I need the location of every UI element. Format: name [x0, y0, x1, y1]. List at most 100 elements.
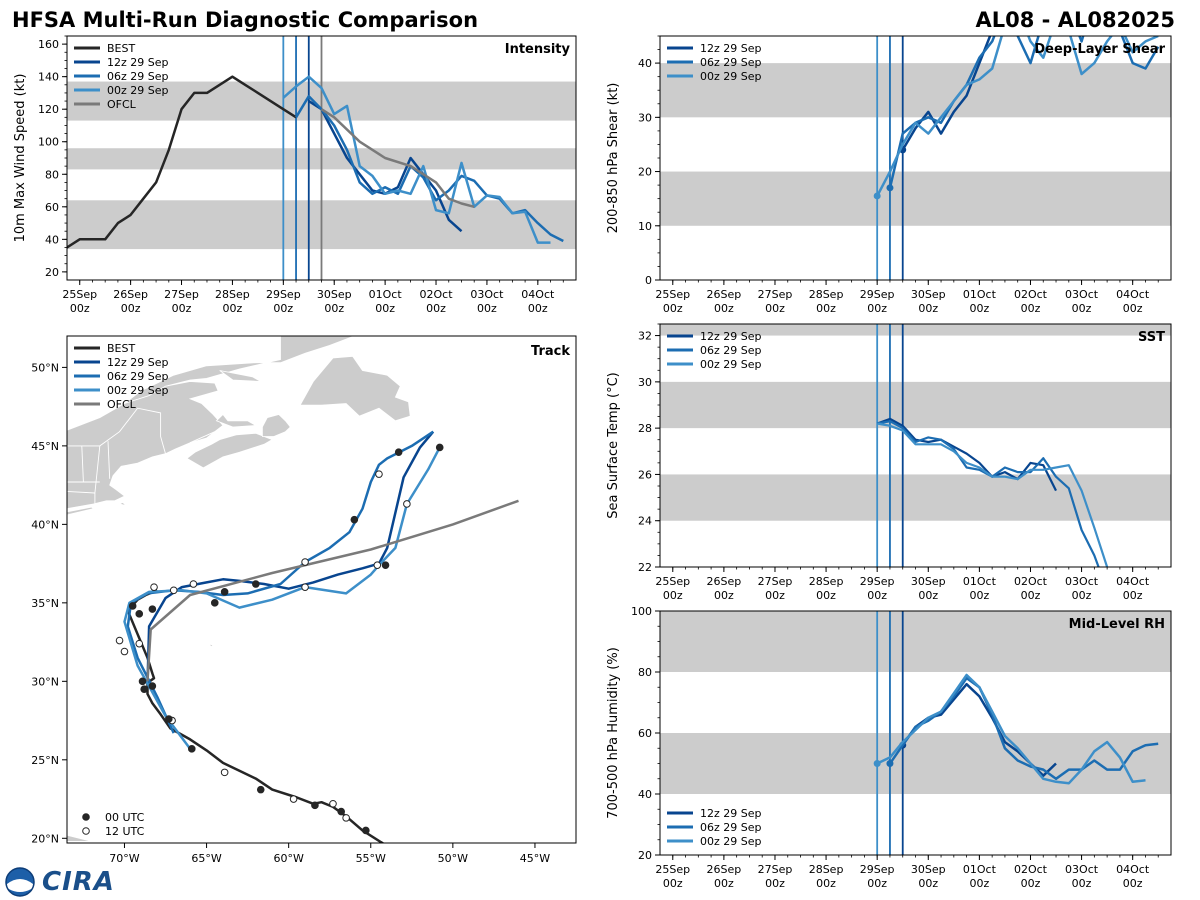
track-legend-label: BEST [107, 342, 135, 355]
rh-xtick-date: 02Oct [1014, 863, 1048, 876]
intensity-xtick-date: 02Oct [420, 288, 454, 301]
sst-ytick-label: 32 [638, 330, 652, 343]
track-land [215, 413, 258, 428]
track-border [81, 445, 84, 483]
intensity-xtick-date: 25Sep [62, 288, 97, 301]
track-land [67, 506, 95, 516]
sst-legend-label: 12z 29 Sep [700, 330, 762, 343]
track-legend-marker-12utc [82, 827, 90, 835]
track-land [67, 834, 92, 842]
track-legend-marker-00utc [82, 813, 90, 821]
rh-legend-label: 00z 29 Sep [700, 835, 762, 848]
track-legend-label: OFCL [107, 398, 137, 411]
track-marker-12utc [342, 814, 350, 822]
track-marker-12utc [301, 583, 309, 591]
track-land [207, 643, 214, 648]
shear-plot-area [660, 36, 1171, 280]
intensity-xtick-hour: 00z [324, 302, 344, 315]
rh-xtick-hour: 00z [969, 877, 989, 890]
intensity-xtick-hour: 00z [121, 302, 141, 315]
track-marker-12utc [189, 580, 198, 588]
track-land [67, 336, 355, 404]
track-legend-label: 06z 29 Sep [107, 370, 169, 383]
sst-xtick-date: 02Oct [1014, 575, 1048, 588]
track-marker-12utc [289, 795, 298, 803]
sst-panel: 22242628303225Sep00z26Sep00z27Sep00z28Se… [606, 323, 1172, 602]
intensity-ytick-label: 20 [45, 266, 59, 279]
shear-legend-label: 12z 29 Sep [700, 42, 762, 55]
shear-legend-label: 00z 29 Sep [700, 70, 762, 83]
track-marker-00utc [256, 785, 265, 794]
track-marker-00utc [187, 745, 196, 753]
intensity-xtick-date: 01Oct [369, 288, 403, 301]
sst-plot-area [660, 324, 1171, 567]
rh-ytick-label: 40 [638, 788, 652, 801]
rh-ytick-label: 100 [631, 605, 652, 618]
shear-xtick-hour: 00z [1123, 302, 1143, 315]
intensity-xtick-hour: 00z [273, 302, 293, 315]
sst-ytick-label: 22 [638, 561, 652, 574]
rh-ytick-label: 80 [638, 666, 652, 679]
rh-xtick-hour: 00z [714, 877, 734, 890]
sst-xtick-date: 01Oct [963, 575, 997, 588]
track-xtick-label: 60°W [273, 852, 303, 865]
shear-xtick-date: 26Sep [707, 288, 742, 301]
rh-xtick-hour: 00z [1123, 877, 1143, 890]
shear-xtick-date: 03Oct [1065, 288, 1099, 301]
track-marker-00utc [252, 580, 260, 588]
sst-xtick-hour: 00z [1072, 589, 1092, 602]
sst-ytick-label: 26 [638, 468, 652, 481]
track-ytick-label: 40°N [31, 518, 59, 531]
sst-xtick-hour: 00z [663, 589, 683, 602]
track-marker-00utc [362, 826, 370, 835]
track-series-12z [146, 430, 435, 685]
intensity-xtick-date: 29Sep [266, 288, 301, 301]
sst-xtick-date: 30Sep [911, 575, 946, 588]
intensity-panel: 2040608010012014016025Sep00z26Sep00z27Se… [13, 35, 577, 315]
track-marker-legend-label: 00 UTC [105, 811, 145, 824]
intensity-xtick-date: 03Oct [470, 288, 504, 301]
intensity-xtick-hour: 00z [375, 302, 395, 315]
intensity-legend-label: 06z 29 Sep [107, 70, 169, 83]
noaa-emblem-icon [5, 867, 35, 897]
rh-xtick-hour: 00z [918, 877, 938, 890]
rh-xtick-hour: 00z [1021, 877, 1041, 890]
sst-xtick-date: 26Sep [707, 575, 742, 588]
track-marker-00utc [220, 588, 229, 596]
intensity-ytick-label: 120 [38, 103, 59, 116]
track-border [107, 441, 111, 479]
intensity-xtick-hour: 00z [477, 302, 497, 315]
track-series-00z [123, 446, 441, 750]
rh-ylabel: 700-500 hPa Humidity (%) [606, 647, 621, 819]
intensity-plot-area [67, 36, 576, 280]
sst-series-06z [877, 420, 1100, 567]
intensity-ytick-label: 80 [45, 168, 59, 181]
track-marker-00utc [135, 610, 144, 618]
track-land [67, 381, 224, 510]
track-title: Track [531, 344, 570, 359]
rh-xtick-hour: 00z [816, 877, 836, 890]
rh-start-dot-06z [886, 760, 894, 767]
sst-legend-label: 00z 29 Sep [700, 358, 762, 371]
shear-band [660, 171, 1171, 226]
track-land [299, 355, 411, 422]
rh-band [660, 733, 1171, 794]
track-marker-00utc [435, 443, 444, 452]
intensity-xtick-date: 27Sep [164, 288, 199, 301]
rh-xtick-date: 29Sep [860, 863, 895, 876]
intensity-legend-label: 12z 29 Sep [107, 56, 169, 69]
intensity-legend-label: OFCL [107, 98, 137, 111]
intensity-xtick-hour: 00z [223, 302, 243, 315]
shear-xtick-date: 29Sep [860, 288, 895, 301]
rh-series-06z [888, 676, 1159, 781]
shear-xtick-hour: 00z [663, 302, 683, 315]
track-legend-label: 00z 29 Sep [107, 384, 169, 397]
cira-logo-text: CIRA [42, 867, 115, 897]
track-ytick-label: 25°N [31, 754, 59, 767]
track-marker-00utc [210, 599, 219, 607]
track-ytick-label: 50°N [31, 361, 59, 374]
intensity-series-BEST [67, 75, 297, 249]
track-xtick-label: 55°W [356, 852, 386, 865]
track-marker-00utc [350, 515, 359, 524]
track-land [219, 370, 261, 382]
